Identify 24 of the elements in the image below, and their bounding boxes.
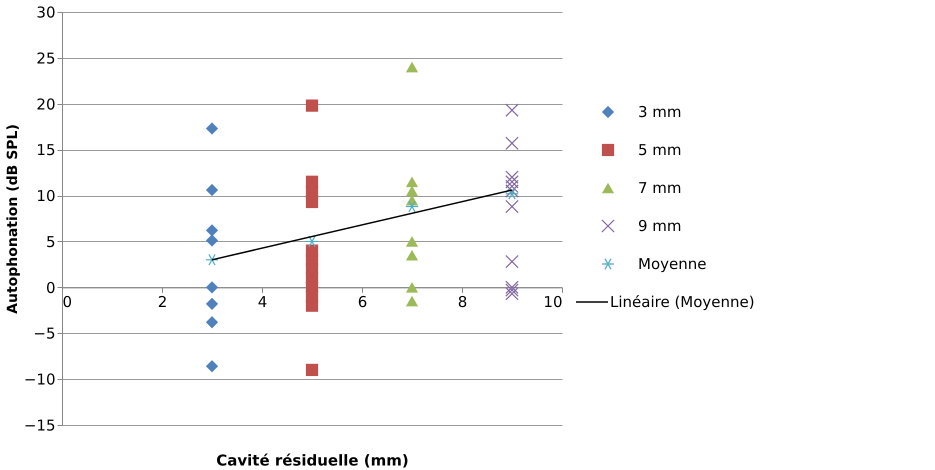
legend-label: 5 mm <box>638 141 682 159</box>
y-tick-label: −10 <box>24 370 56 389</box>
y-tick-label: 0 <box>46 278 56 297</box>
y-tick-label: 15 <box>36 141 56 160</box>
x-axis-title: Cavité résiduelle (mm) <box>216 452 409 470</box>
y-tick-label: 20 <box>36 95 56 114</box>
x-tick-label: 4 <box>258 292 268 311</box>
x-tick-label: 8 <box>458 292 468 311</box>
y-tick-label: 30 <box>36 4 56 22</box>
legend-label: Moyenne <box>638 255 706 273</box>
y-tick-label: 5 <box>46 232 56 251</box>
x-tick-label: 0 <box>62 292 72 311</box>
legend-label: 7 mm <box>638 179 682 197</box>
y-tick-label: 25 <box>36 49 56 68</box>
x-tick-label: 6 <box>358 292 368 311</box>
y-axis-title: Autophonation (dB SPL) <box>4 124 21 314</box>
legend-label: 9 mm <box>638 217 682 235</box>
y-tick-label: −5 <box>33 324 56 343</box>
x-tick-label: 10 <box>543 292 562 311</box>
legend-label: 3 mm <box>638 103 682 121</box>
x-tick-label: 2 <box>158 292 168 311</box>
y-tick-label: −15 <box>24 416 56 434</box>
y-tick-label: 10 <box>36 187 56 206</box>
legend-label: Linéaire (Moyenne) <box>610 293 755 311</box>
